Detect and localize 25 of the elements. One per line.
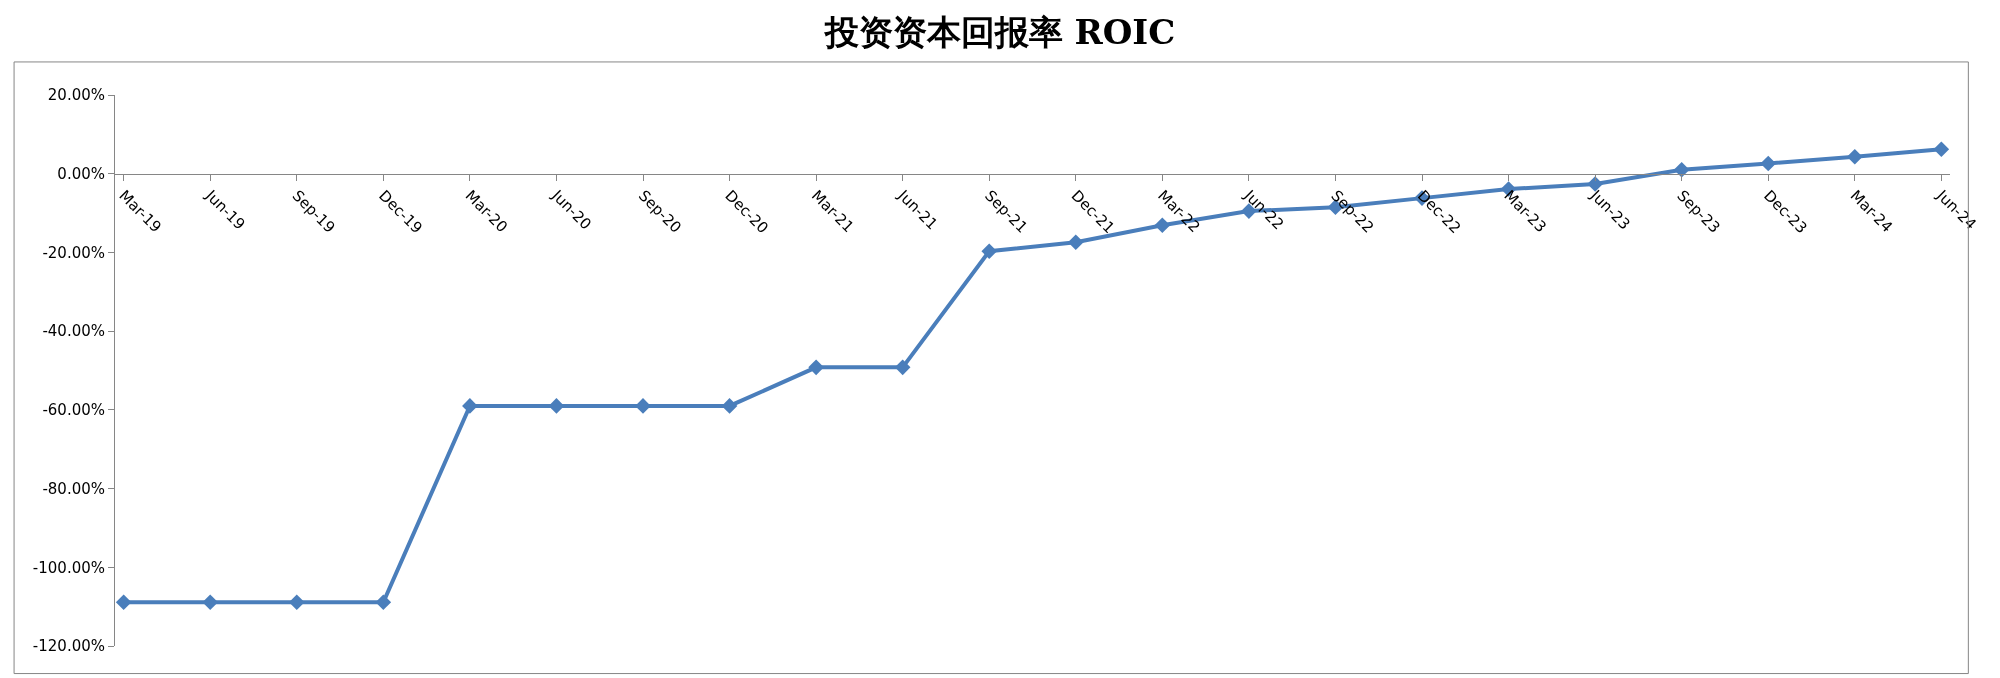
point — [1933, 141, 1950, 158]
y-tick-label: -40.00% — [42, 322, 105, 341]
point — [894, 359, 911, 376]
y-tick-label: -60.00% — [42, 401, 105, 420]
y-tick-label: -100.00% — [32, 558, 105, 577]
point — [721, 398, 738, 414]
chart-title: 投资资本回报率 ROIC — [822, 12, 1176, 53]
point — [1067, 234, 1084, 250]
point — [635, 398, 651, 414]
point — [115, 594, 132, 611]
y-tick-label: 20.00% — [47, 86, 105, 105]
point — [808, 359, 824, 376]
point — [288, 594, 305, 611]
point — [548, 398, 565, 414]
y-tick-label: -20.00% — [42, 243, 105, 262]
y-tick-label: -120.00% — [32, 637, 105, 656]
point — [1760, 155, 1777, 172]
point — [202, 594, 219, 611]
y-tick-label: 0.00% — [57, 164, 105, 183]
point — [981, 243, 998, 260]
point — [375, 594, 392, 611]
point — [1673, 161, 1690, 178]
point — [1846, 148, 1863, 165]
point — [462, 398, 478, 414]
y-tick-label: -80.00% — [42, 479, 105, 498]
